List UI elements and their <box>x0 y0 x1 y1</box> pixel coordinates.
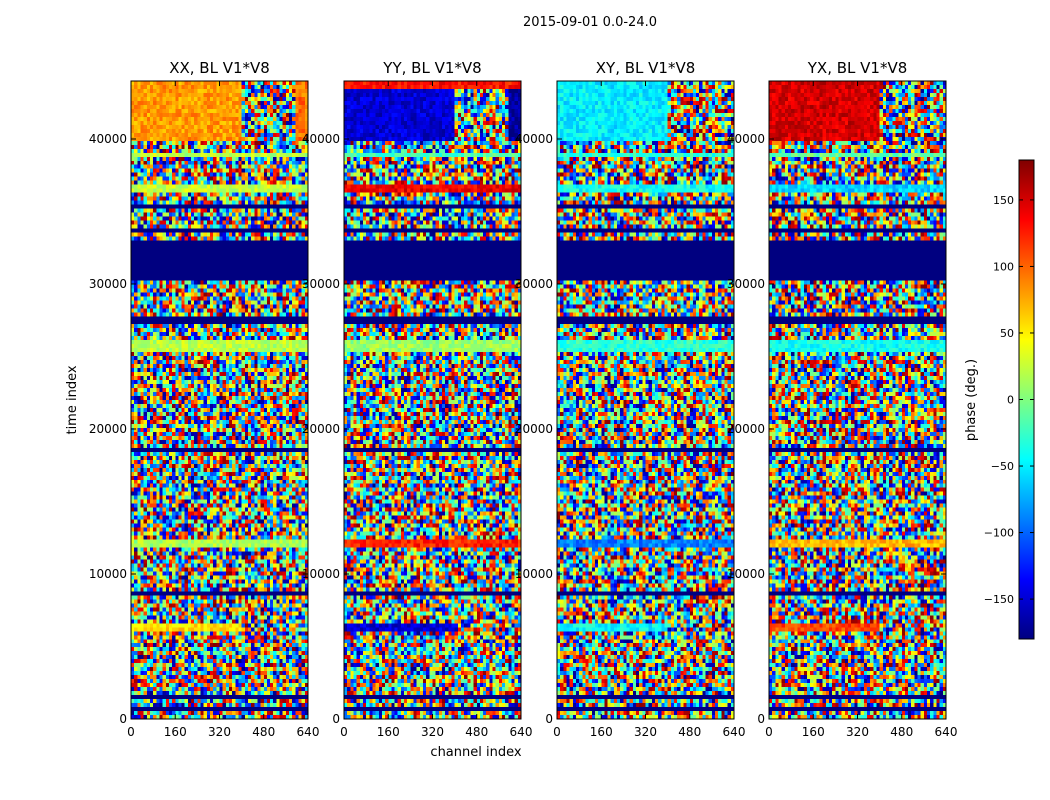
x-tick-label: 320 <box>634 725 657 739</box>
colorbar-tick-label: 100 <box>993 260 1014 273</box>
x-tick-label: 640 <box>297 725 320 739</box>
panels: XX, BL V1*V8 0 160 320 480 640 0 10000 20000 3000… <box>89 59 958 739</box>
heatmap-image <box>557 81 734 719</box>
x-tick-label: 0 <box>340 725 348 739</box>
y-tick-label: 20000 <box>89 422 127 436</box>
panel-title: YY, BL V1*V8 <box>382 59 481 77</box>
x-tick-label: 160 <box>164 725 187 739</box>
y-tick-label: 20000 <box>727 422 765 436</box>
y-tick-label: 0 <box>332 712 340 726</box>
x-tick-label: 160 <box>377 725 400 739</box>
y-tick-label: 0 <box>757 712 765 726</box>
x-tick-label: 480 <box>465 725 488 739</box>
heatmap-image <box>769 81 946 719</box>
x-tick-label: 640 <box>935 725 958 739</box>
panel-title: XY, BL V1*V8 <box>596 59 696 77</box>
y-tick-label: 0 <box>545 712 553 726</box>
panel-title: YX, BL V1*V8 <box>807 59 908 77</box>
x-tick-label: 640 <box>723 725 746 739</box>
colorbar-tick-label: 150 <box>993 194 1014 207</box>
y-tick-label: 10000 <box>727 567 765 581</box>
y-tick-label: 40000 <box>515 132 553 146</box>
y-tick-label: 0 <box>119 712 127 726</box>
x-tick-label: 320 <box>208 725 231 739</box>
colorbar-tick-label: 50 <box>1000 327 1014 340</box>
x-tick-label: 480 <box>678 725 701 739</box>
y-tick-label: 30000 <box>727 277 765 291</box>
y-tick-label: 30000 <box>302 277 340 291</box>
y-tick-label: 30000 <box>89 277 127 291</box>
x-tick-label: 480 <box>252 725 275 739</box>
panel-1: XX, BL V1*V8 0 160 320 480 640 0 10000 20000 3000… <box>89 59 320 739</box>
colorbar-label: phase (deg.) <box>964 359 979 441</box>
x-tick-label: 160 <box>590 725 613 739</box>
y-tick-label: 10000 <box>89 567 127 581</box>
x-tick-label: 0 <box>127 725 135 739</box>
y-tick-label: 40000 <box>302 132 340 146</box>
x-tick-label: 480 <box>890 725 913 739</box>
heatmap-image <box>131 81 308 719</box>
colorbar-tick-label: 0 <box>1007 394 1014 407</box>
panel-2: YY, BL V1*V8 0 160 320 480 640 0 10000 20000 3000… <box>302 59 533 739</box>
y-tick-label: 20000 <box>515 422 553 436</box>
y-tick-label: 40000 <box>727 132 765 146</box>
y-tick-label: 40000 <box>89 132 127 146</box>
panel-3: XY, BL V1*V8 0 160 320 480 640 0 10000 20000 3000… <box>515 59 746 739</box>
y-tick-label: 30000 <box>515 277 553 291</box>
panel-4: YX, BL V1*V8 0 160 320 480 640 0 10000 20000 3000… <box>727 59 958 739</box>
x-tick-label: 320 <box>421 725 444 739</box>
x-tick-label: 320 <box>846 725 869 739</box>
colorbar-tick-label: −50 <box>991 460 1014 473</box>
x-tick-label: 0 <box>765 725 773 739</box>
colorbar: 150 100 50 0 −50 −100 −150 <box>984 159 1035 640</box>
heatmap-image <box>344 81 521 719</box>
y-tick-label: 10000 <box>302 567 340 581</box>
x-axis-label: channel index <box>430 745 521 760</box>
colorbar-tick-label: −150 <box>984 593 1014 606</box>
colorbar-tick-label: −100 <box>984 527 1014 540</box>
x-tick-label: 640 <box>510 725 533 739</box>
x-tick-label: 160 <box>802 725 825 739</box>
y-tick-label: 10000 <box>515 567 553 581</box>
y-axis-label: time index <box>65 365 80 434</box>
figure-title: 2015-09-01 0.0-24.0 <box>523 15 657 30</box>
panel-title: XX, BL V1*V8 <box>169 59 270 77</box>
y-tick-label: 20000 <box>302 422 340 436</box>
x-tick-label: 0 <box>553 725 561 739</box>
